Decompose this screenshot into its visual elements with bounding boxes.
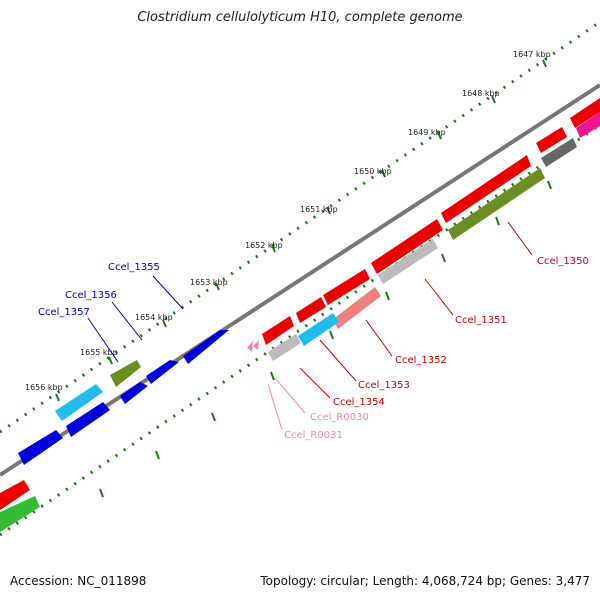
gene-feature-blue <box>18 430 63 465</box>
rna-feature <box>253 340 259 350</box>
gene-label: Ccel_1356 <box>65 290 117 301</box>
gene-feature-olive <box>110 360 141 387</box>
gene-feature-cyan <box>55 384 103 421</box>
gene-feature-cyan <box>298 313 339 346</box>
gene-feature-red <box>570 98 600 128</box>
gene-label: Ccel_1354 <box>333 397 385 408</box>
gene-label: Ccel_1351 <box>455 315 507 326</box>
gene-feature-red <box>441 155 531 223</box>
gene-label: Ccel_1357 <box>38 307 90 318</box>
tick-label: 1654 kbp <box>135 313 173 322</box>
gene-feature-blue <box>183 330 229 364</box>
inner-tick-track <box>0 123 600 537</box>
gene-feature-red <box>536 127 567 153</box>
gene-feature-red <box>323 269 370 305</box>
major-ticks-outer <box>55 59 547 402</box>
tick-label: 1648 kbp <box>462 89 500 98</box>
tick-label: 1656 kbp <box>25 383 63 392</box>
gene-feature-blue <box>146 360 179 384</box>
gene-feature-red-edge <box>0 480 30 510</box>
gene-label: Ccel_1350 <box>537 256 589 267</box>
map-title: Clostridium cellulolyticum H10, complete… <box>137 10 463 25</box>
tick-label: 1652 kbp <box>245 241 283 250</box>
gene-label: Ccel_1355 <box>108 262 160 273</box>
gene-feature-green-edge <box>0 496 40 532</box>
reverse-strand-genes <box>247 98 600 361</box>
gene-feature-gray <box>378 239 438 284</box>
genome-summary-text: Topology: circular; Length: 4,068,724 bp… <box>260 574 590 588</box>
tick-label: 1647 kbp <box>513 50 551 59</box>
rna-feature <box>247 341 253 352</box>
gene-label: Ccel_R0031 <box>284 430 343 441</box>
accession-text: Accession: NC_011898 <box>10 574 147 588</box>
tick-label: 1655 kbp <box>80 348 118 357</box>
gene-feature-red <box>262 316 294 345</box>
gene-feature-olive <box>448 168 545 240</box>
gene-feature-darkgray <box>541 138 577 167</box>
gene-feature-pink-light <box>332 287 381 329</box>
gene-feature-blue <box>120 382 148 404</box>
gene-feature-red <box>371 219 443 274</box>
tick-label: 1649 kbp <box>408 128 446 137</box>
gene-label: Ccel_1352 <box>395 355 447 366</box>
outer-tick-track <box>0 20 600 434</box>
label-leader-lines <box>87 221 533 431</box>
gene-feature-gray <box>268 334 301 361</box>
gene-feature-red <box>296 297 326 323</box>
forward-strand-genes <box>0 330 229 532</box>
gene-feature-magenta <box>576 112 600 138</box>
gene-label: Ccel_R0030 <box>310 412 369 423</box>
tick-label: 1650 kbp <box>354 167 392 176</box>
tick-labels: 1647 kbp 1648 kbp 1649 kbp 1650 kbp 1651… <box>25 50 551 392</box>
major-ticks-inner <box>99 180 552 498</box>
tick-label: 1653 kbp <box>190 278 228 287</box>
tick-label: 1651 kbp <box>300 205 338 214</box>
gene-labels: Ccel_1355 Ccel_1356 Ccel_1357 Ccel_1350 … <box>38 256 589 441</box>
gene-label: Ccel_1353 <box>358 380 410 391</box>
gene-feature-blue <box>66 402 110 437</box>
